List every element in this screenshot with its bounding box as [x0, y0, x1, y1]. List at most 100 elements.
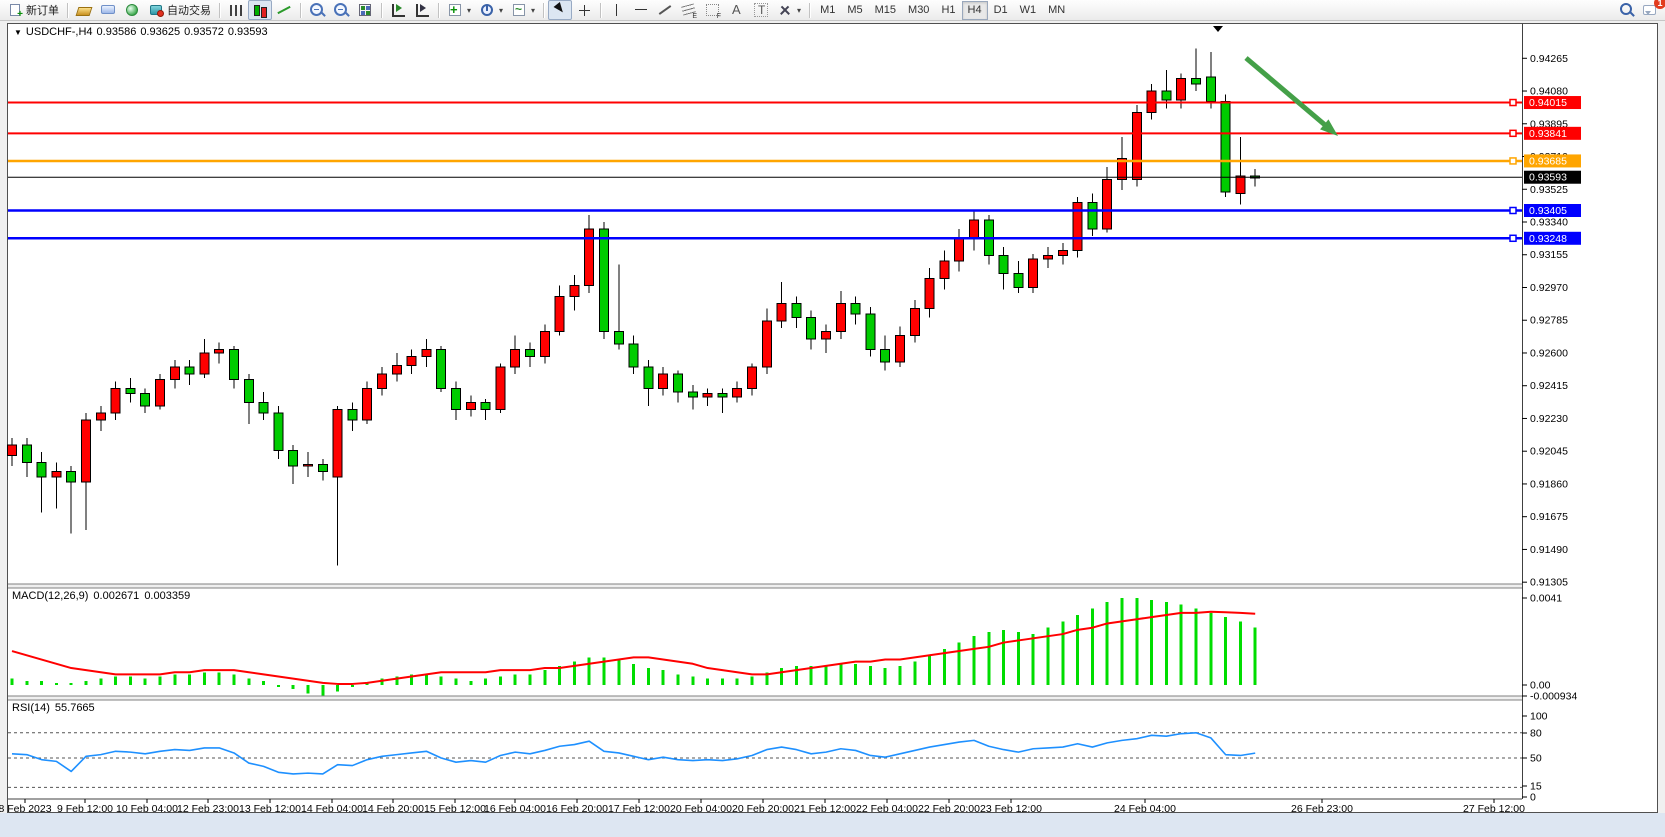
text-button[interactable]	[725, 0, 749, 20]
indicator-window-alt-button[interactable]	[410, 0, 434, 20]
candle-body	[391, 364, 402, 375]
candle-body	[865, 313, 876, 350]
candle-body	[1013, 272, 1024, 288]
crosshair-button[interactable]	[572, 0, 596, 20]
add-indicator-icon	[447, 2, 463, 18]
pane-separator[interactable]	[8, 696, 1522, 700]
svg-text:100: 100	[1530, 711, 1548, 723]
candle-body	[125, 387, 136, 395]
svg-text:0.93685: 0.93685	[1529, 155, 1567, 167]
zoom-in-button[interactable]	[305, 0, 329, 20]
candle-body	[1057, 249, 1068, 257]
candle-body	[1131, 111, 1142, 181]
timeframe-button-h1[interactable]: H1	[941, 4, 956, 16]
svg-text:0.93155: 0.93155	[1530, 249, 1568, 261]
timeframe-button-d1[interactable]: D1	[993, 4, 1008, 16]
svg-text:8 Feb 2023: 8 Feb 2023	[0, 803, 52, 815]
notifications-button[interactable]: 1	[1638, 0, 1665, 20]
channel-button[interactable]	[701, 0, 725, 20]
chart-canvas[interactable]: 0.942650.940800.938950.937100.935250.933…	[0, 21, 1665, 837]
rsi-label: RSI(14) 55.7665	[12, 702, 100, 714]
line-chart-button[interactable]	[272, 0, 296, 20]
notifications-icon	[1642, 2, 1658, 18]
candle-body	[1235, 175, 1246, 195]
new-order-button[interactable]: 新订单	[3, 0, 63, 20]
zoom-out-button[interactable]	[329, 0, 353, 20]
bar-chart-button[interactable]	[224, 0, 248, 20]
rsi-value: 55.7665	[54, 702, 95, 714]
svg-text:50: 50	[1530, 753, 1542, 765]
tile-windows-button[interactable]	[353, 0, 377, 20]
candle-body	[377, 373, 387, 389]
candle-body	[347, 409, 358, 421]
symbol-dropdown-icon[interactable]: ▼	[14, 28, 22, 37]
timeframe-button-w1[interactable]: W1	[1019, 4, 1037, 16]
channel-icon	[705, 2, 721, 20]
svg-text:0.92230: 0.92230	[1530, 413, 1568, 425]
svg-text:0.92415: 0.92415	[1530, 380, 1568, 392]
timeframe-button-m30[interactable]: M30	[908, 4, 930, 16]
candle-body	[717, 393, 728, 398]
line-handle[interactable]	[1509, 234, 1517, 243]
candlestick-chart-button[interactable]	[248, 0, 272, 20]
shapes-icon	[777, 2, 793, 18]
chart-window[interactable]: 0.942650.940800.938950.937100.935250.933…	[0, 21, 1665, 837]
timeframe-button-m5[interactable]: M5	[847, 4, 863, 16]
candle-body	[95, 412, 106, 421]
horizontal-line-button[interactable]	[629, 0, 653, 20]
autotrading-button[interactable]: 自动交易	[144, 0, 215, 20]
cursor-icon	[552, 2, 568, 18]
cursor-button[interactable]	[548, 0, 573, 20]
candle-body	[998, 255, 1009, 274]
svg-text:22 Feb 20:00: 22 Feb 20:00	[918, 803, 980, 815]
line-handle[interactable]	[1509, 157, 1517, 165]
price-high: 0.93625	[140, 26, 181, 38]
trend-arrow[interactable]	[1244, 56, 1329, 129]
candle-body	[436, 348, 447, 389]
candle-body	[110, 387, 121, 414]
line-handle[interactable]	[1509, 98, 1517, 107]
chart-shift-marker[interactable]	[1213, 26, 1223, 32]
timeframe-button-h4[interactable]: H4	[961, 0, 988, 20]
notification-badge: 1	[1654, 0, 1665, 9]
text-icon	[729, 2, 745, 18]
candle-body	[243, 379, 254, 404]
timeframe-button-m1[interactable]: M1	[820, 4, 836, 16]
trend-arrow-head[interactable]	[1320, 119, 1338, 136]
signals-button[interactable]	[120, 0, 144, 20]
label-button[interactable]	[749, 0, 773, 20]
candle-body	[806, 317, 817, 340]
macd-axis: 0.0041 0.00-0.000934	[1522, 593, 1577, 703]
timeframe-button-mn[interactable]: MN	[1048, 4, 1066, 16]
template-dropdown[interactable]: ▾	[507, 0, 539, 20]
period-dropdown[interactable]: ▾	[475, 0, 507, 20]
price-badge	[1524, 170, 1581, 184]
indicator-window-button[interactable]	[386, 0, 410, 20]
add-indicator-dropdown[interactable]: ▾	[443, 0, 475, 20]
line-handle[interactable]	[1509, 129, 1517, 138]
candle-body	[229, 348, 239, 381]
candle-body	[184, 366, 195, 375]
fibonacci-button[interactable]	[677, 0, 701, 20]
gold-button[interactable]	[72, 0, 96, 20]
candle-body	[1117, 157, 1127, 181]
candle-body	[1043, 255, 1053, 260]
svg-text:0.0041: 0.0041	[1530, 593, 1562, 605]
trendline-button[interactable]	[653, 0, 677, 20]
pane-separator[interactable]	[8, 584, 1522, 588]
search-button[interactable]	[1614, 0, 1638, 20]
new-order-button-label: 新订单	[26, 5, 59, 17]
line-handle[interactable]	[1509, 206, 1517, 215]
svg-text:15 Feb 12:00: 15 Feb 12:00	[424, 803, 486, 815]
vertical-line-button[interactable]	[605, 0, 629, 20]
timeframe-button-m15[interactable]: M15	[874, 4, 897, 16]
candle-body	[924, 278, 935, 310]
svg-text:0: 0	[1530, 792, 1536, 804]
toolbar-separator	[219, 2, 220, 18]
publish-chart-icon	[100, 2, 116, 18]
publish-chart-button[interactable]	[96, 0, 120, 20]
price-badge	[1524, 96, 1581, 110]
shapes-dropdown[interactable]: ▾	[773, 0, 805, 20]
candle-body	[480, 402, 491, 411]
